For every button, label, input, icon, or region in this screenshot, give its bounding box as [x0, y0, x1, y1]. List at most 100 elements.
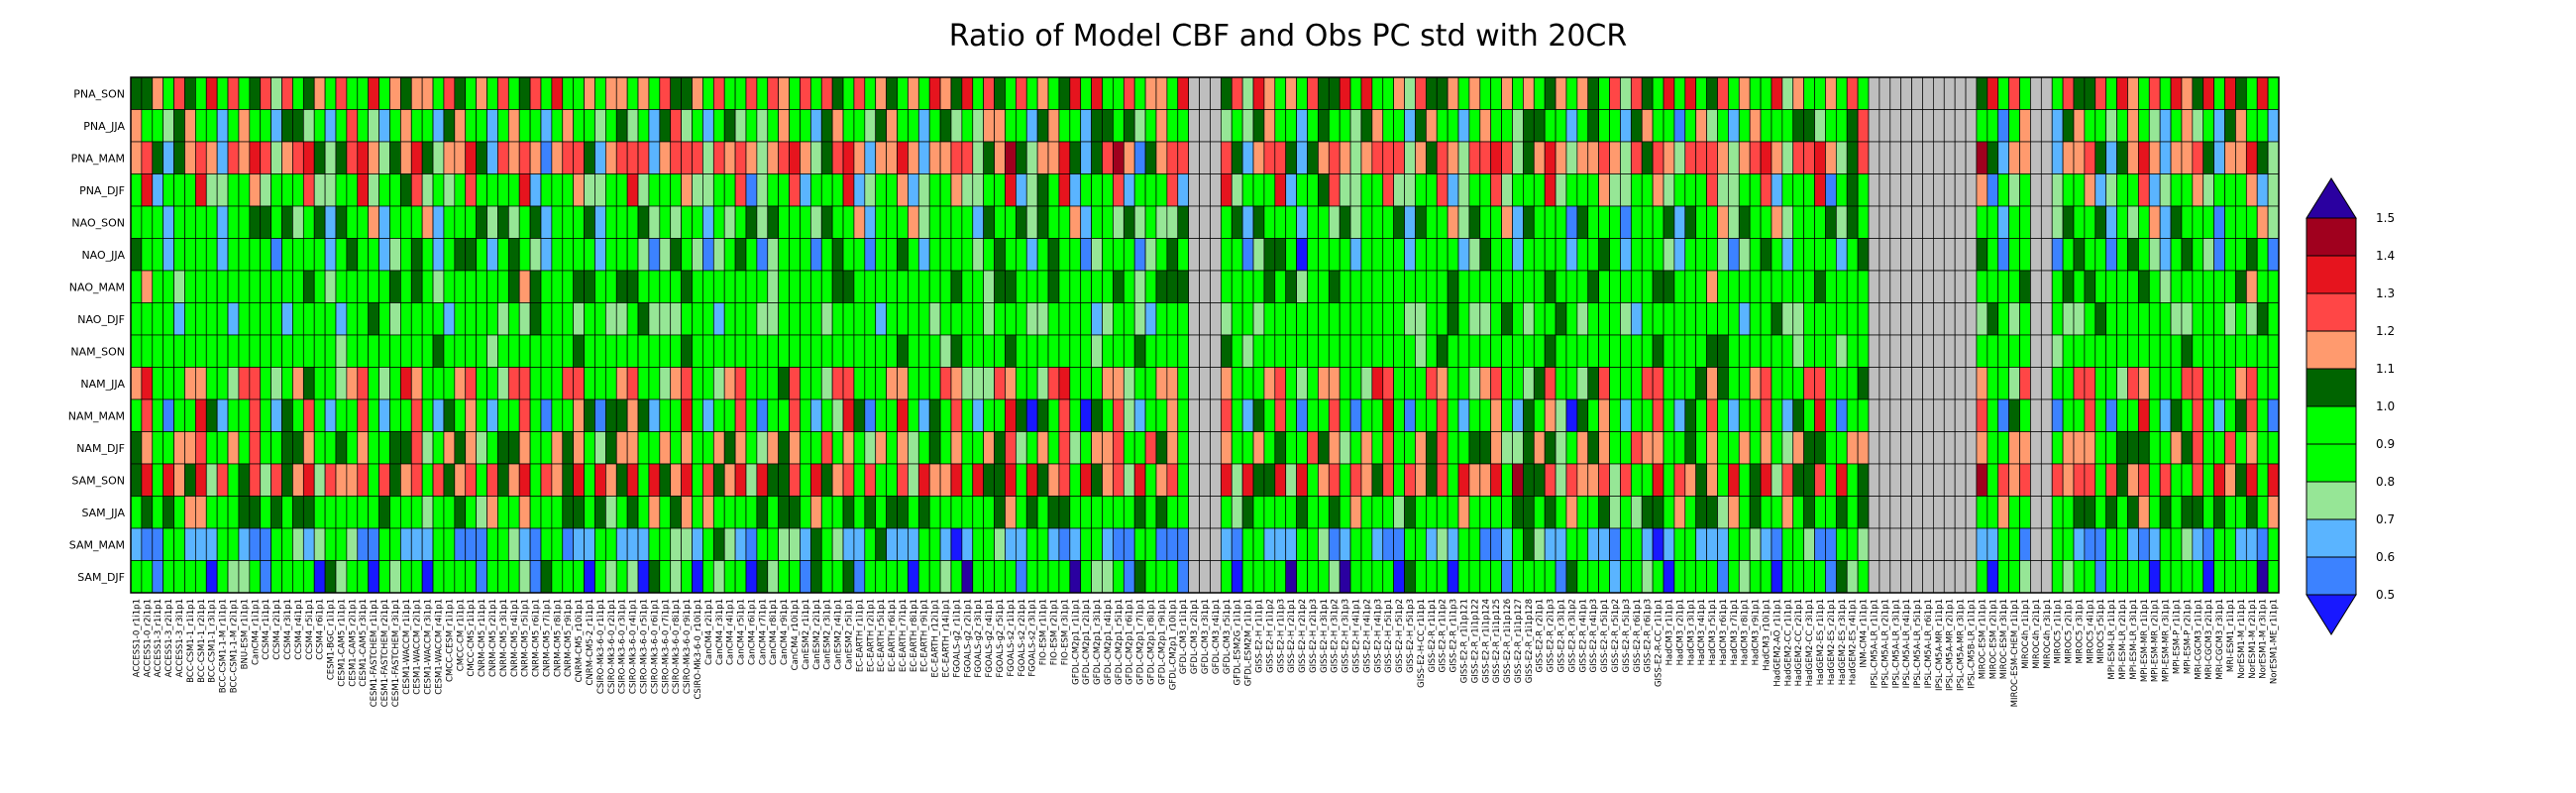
heatmap-cell — [2245, 398, 2258, 432]
heatmap-cell — [950, 496, 963, 529]
heatmap-cell — [432, 173, 445, 207]
heatmap-cell — [1587, 334, 1599, 368]
heatmap-cell — [507, 302, 520, 336]
heatmap-cell — [939, 431, 952, 465]
heatmap-cell — [1274, 238, 1287, 272]
heatmap-cell — [1177, 205, 1190, 239]
heatmap-cell — [1684, 302, 1697, 336]
column-label: HadCM3_r2i1p1 — [1675, 599, 1685, 665]
heatmap-cell — [1609, 496, 1621, 529]
column-label: GISS-E2-H_r4i1p1 — [1352, 599, 1362, 673]
heatmap-cell — [1889, 560, 1902, 594]
heatmap-cell — [1986, 398, 1999, 432]
heatmap-cell — [1771, 398, 1783, 432]
heatmap-cell — [2073, 302, 2086, 336]
heatmap-cell — [486, 302, 498, 336]
heatmap-cell — [1036, 334, 1049, 368]
heatmap-cell — [1663, 205, 1675, 239]
heatmap-cell — [1241, 367, 1254, 400]
heatmap-cell — [1144, 173, 1157, 207]
heatmap-cell — [162, 302, 174, 336]
heatmap-cell — [1371, 431, 1384, 465]
heatmap-cell — [712, 76, 725, 110]
heatmap-cell — [1263, 141, 1276, 174]
heatmap-cell — [141, 560, 154, 594]
heatmap-cell — [1565, 238, 1578, 272]
heatmap-cell — [605, 398, 617, 432]
column-label: CESM1-FASTCHEM_r2i1p1 — [380, 599, 390, 707]
heatmap-cell — [281, 238, 293, 272]
heatmap-cell — [238, 527, 251, 561]
heatmap-cell — [983, 76, 995, 110]
heatmap-cell — [659, 76, 672, 110]
heatmap-cell — [130, 302, 143, 336]
heatmap-cell — [1015, 205, 1027, 239]
heatmap-cell — [1047, 463, 1060, 497]
heatmap-cell — [1404, 270, 1416, 303]
column-label: HadGEM2-ES_r4i1p1 — [1849, 599, 1859, 685]
heatmap-cell — [1349, 173, 1362, 207]
heatmap-cell — [820, 496, 833, 529]
heatmap-cell — [983, 109, 995, 143]
column-label: GFDL-CM3_r3i1p1 — [1201, 599, 1211, 674]
heatmap-cell — [2202, 270, 2214, 303]
heatmap-cell — [1523, 173, 1535, 207]
heatmap-cell — [1382, 463, 1395, 497]
heatmap-cell — [842, 431, 855, 465]
heatmap-cell — [1598, 173, 1610, 207]
heatmap-cell — [507, 270, 520, 303]
heatmap-cell — [917, 463, 930, 497]
heatmap-cell — [1155, 238, 1168, 272]
heatmap-cell — [1976, 398, 1988, 432]
heatmap-cell — [648, 367, 661, 400]
heatmap-cell — [2170, 463, 2183, 497]
heatmap-cell — [260, 496, 271, 529]
heatmap-cell — [917, 270, 930, 303]
heatmap-cell — [389, 302, 401, 336]
heatmap-cell — [1652, 173, 1664, 207]
heatmap-cell — [1360, 76, 1373, 110]
heatmap-cell — [1339, 141, 1351, 174]
heatmap-cell — [1425, 205, 1438, 239]
heatmap-cell — [1749, 270, 1762, 303]
heatmap-cell — [2138, 496, 2150, 529]
heatmap-cell — [497, 463, 509, 497]
heatmap-cell — [2051, 270, 2064, 303]
heatmap-cell — [1501, 302, 1513, 336]
heatmap-cell — [1177, 367, 1190, 400]
heatmap-cell — [1792, 398, 1804, 432]
heatmap-cell — [994, 205, 1006, 239]
heatmap-cell — [1900, 463, 1912, 497]
heatmap-cell — [908, 431, 919, 465]
heatmap-cell — [1630, 173, 1643, 207]
column-label: MIROC5_r4i1p1 — [2086, 599, 2095, 664]
heatmap-cell — [281, 463, 293, 497]
heatmap-cell — [908, 141, 919, 174]
heatmap-cell — [368, 334, 379, 368]
heatmap-cell — [216, 496, 229, 529]
heatmap-cell — [2127, 367, 2139, 400]
heatmap-cell — [1404, 109, 1416, 143]
heatmap-cell — [1933, 173, 1945, 207]
heatmap-cell — [950, 205, 963, 239]
heatmap-cell — [670, 496, 682, 529]
heatmap-cell — [292, 431, 304, 465]
heatmap-cell — [1630, 205, 1643, 239]
heatmap-cell — [1047, 270, 1060, 303]
heatmap-cell — [853, 334, 866, 368]
heatmap-cell — [1544, 496, 1556, 529]
heatmap-cell — [2170, 496, 2183, 529]
heatmap-cell — [1274, 205, 1287, 239]
heatmap-cell — [1177, 334, 1190, 368]
heatmap-cell — [1846, 270, 1859, 303]
heatmap-cell — [1058, 398, 1071, 432]
heatmap-cell — [1523, 334, 1535, 368]
heatmap-cell — [1220, 527, 1233, 561]
heatmap-cell — [1210, 238, 1222, 272]
heatmap-cell — [2138, 334, 2150, 368]
heatmap-cell — [562, 398, 575, 432]
heatmap-cell — [723, 560, 736, 594]
heatmap-cell — [1652, 367, 1664, 400]
heatmap-cell — [1695, 463, 1707, 497]
heatmap-cell — [2040, 527, 2053, 561]
